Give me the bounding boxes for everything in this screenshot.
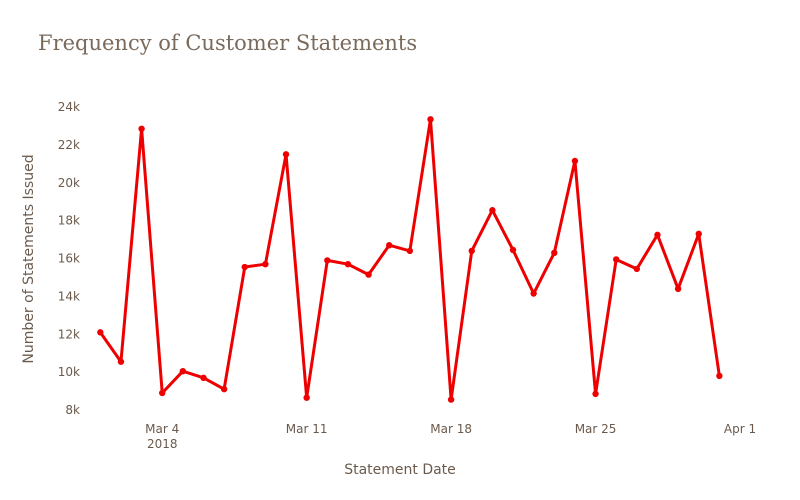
x-tick-label: Mar 11 [286,422,328,436]
y-axis-label: Number of Statements Issued [21,154,37,363]
data-point[interactable] [159,389,166,397]
data-point[interactable] [427,116,434,123]
data-point[interactable] [344,260,352,268]
y-tick-label: 18k [58,214,80,228]
data-point[interactable] [303,394,310,401]
data-point[interactable] [654,231,661,239]
x-tick-label: Mar 25 [575,422,617,436]
data-point[interactable] [633,265,641,273]
data-point[interactable] [716,372,723,380]
y-tick-label: 20k [58,176,80,190]
data-point[interactable] [489,207,496,214]
data-point[interactable] [117,358,125,365]
data-point[interactable] [509,246,517,254]
data-point[interactable] [324,257,331,264]
y-tick-label: 24k [58,100,80,114]
data-point[interactable] [241,263,248,271]
x-tick-label: Mar 18 [430,422,472,436]
y-tick-label: 10k [58,365,80,379]
series-line [98,117,721,402]
data-point[interactable] [695,230,702,238]
y-tick-label: 22k [58,138,80,152]
x-axis-label: Statement Date [344,462,456,478]
y-tick-label: 12k [58,327,80,341]
data-point[interactable] [447,396,455,403]
chart-title: Frequency of Customer Statements [38,31,417,55]
x-tick-label: Apr 1 [724,422,756,436]
data-point[interactable] [179,367,187,375]
y-tick-label: 8k [65,403,80,417]
data-point[interactable] [406,247,414,255]
x-tick-sublabel: 2018 [147,437,178,451]
data-point[interactable] [468,247,475,255]
data-point[interactable] [571,157,579,165]
data-point[interactable] [592,390,599,398]
plot-area [97,116,723,403]
y-axis-ticks: 8k 10k 12k 14k 16k 18k 20k 22k 24k [58,100,80,417]
data-point[interactable] [386,242,393,249]
data-point[interactable] [674,285,682,292]
data-point[interactable] [220,385,228,393]
data-point[interactable] [262,260,269,268]
y-tick-label: 16k [58,252,80,266]
data-point[interactable] [530,290,537,297]
data-point[interactable] [282,151,290,158]
data-point[interactable] [138,125,145,132]
y-tick-label: 14k [58,289,80,303]
data-point[interactable] [200,374,207,382]
data-point[interactable] [612,256,620,263]
x-tick-label: Mar 4 [145,422,179,436]
data-point[interactable] [551,249,558,257]
data-point[interactable] [365,271,372,278]
data-point[interactable] [97,329,104,336]
